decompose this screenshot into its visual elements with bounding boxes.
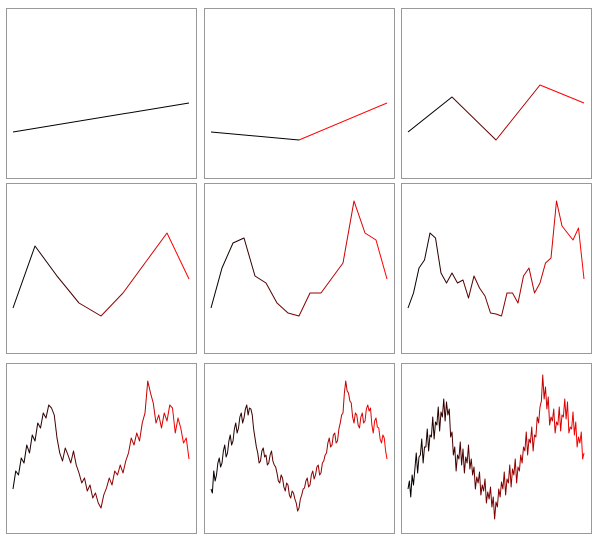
panel — [401, 363, 592, 534]
data-line — [12, 102, 190, 133]
data-line — [210, 102, 388, 141]
data-line — [210, 200, 388, 317]
data-line — [407, 200, 585, 317]
panel — [6, 183, 197, 354]
panel — [401, 8, 592, 179]
data-line — [407, 84, 585, 141]
data-line — [407, 374, 585, 520]
data-line — [12, 232, 190, 317]
panel — [204, 8, 395, 179]
data-line — [12, 380, 190, 509]
panel — [401, 183, 592, 354]
panel — [204, 183, 395, 354]
panel — [6, 8, 197, 179]
data-line — [210, 380, 388, 512]
